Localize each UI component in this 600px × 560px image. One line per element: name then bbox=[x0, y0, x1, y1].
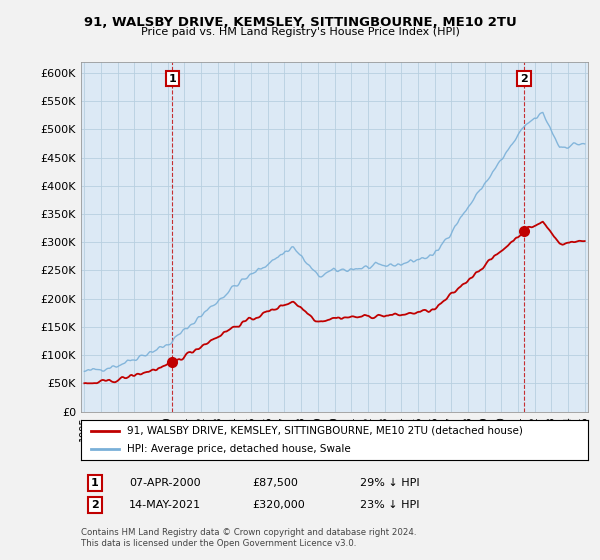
Text: 2: 2 bbox=[520, 73, 528, 83]
Text: 29% ↓ HPI: 29% ↓ HPI bbox=[360, 478, 419, 488]
Text: 91, WALSBY DRIVE, KEMSLEY, SITTINGBOURNE, ME10 2TU (detached house): 91, WALSBY DRIVE, KEMSLEY, SITTINGBOURNE… bbox=[127, 426, 523, 436]
Text: HPI: Average price, detached house, Swale: HPI: Average price, detached house, Swal… bbox=[127, 445, 350, 454]
Text: Price paid vs. HM Land Registry's House Price Index (HPI): Price paid vs. HM Land Registry's House … bbox=[140, 27, 460, 37]
Text: 1: 1 bbox=[169, 73, 176, 83]
Text: £87,500: £87,500 bbox=[252, 478, 298, 488]
Text: 14-MAY-2021: 14-MAY-2021 bbox=[129, 500, 201, 510]
Text: 23% ↓ HPI: 23% ↓ HPI bbox=[360, 500, 419, 510]
Text: 07-APR-2000: 07-APR-2000 bbox=[129, 478, 200, 488]
Text: £320,000: £320,000 bbox=[252, 500, 305, 510]
Text: 1: 1 bbox=[91, 478, 98, 488]
Text: 91, WALSBY DRIVE, KEMSLEY, SITTINGBOURNE, ME10 2TU: 91, WALSBY DRIVE, KEMSLEY, SITTINGBOURNE… bbox=[83, 16, 517, 29]
Text: Contains HM Land Registry data © Crown copyright and database right 2024.
This d: Contains HM Land Registry data © Crown c… bbox=[81, 528, 416, 548]
Text: 2: 2 bbox=[91, 500, 98, 510]
